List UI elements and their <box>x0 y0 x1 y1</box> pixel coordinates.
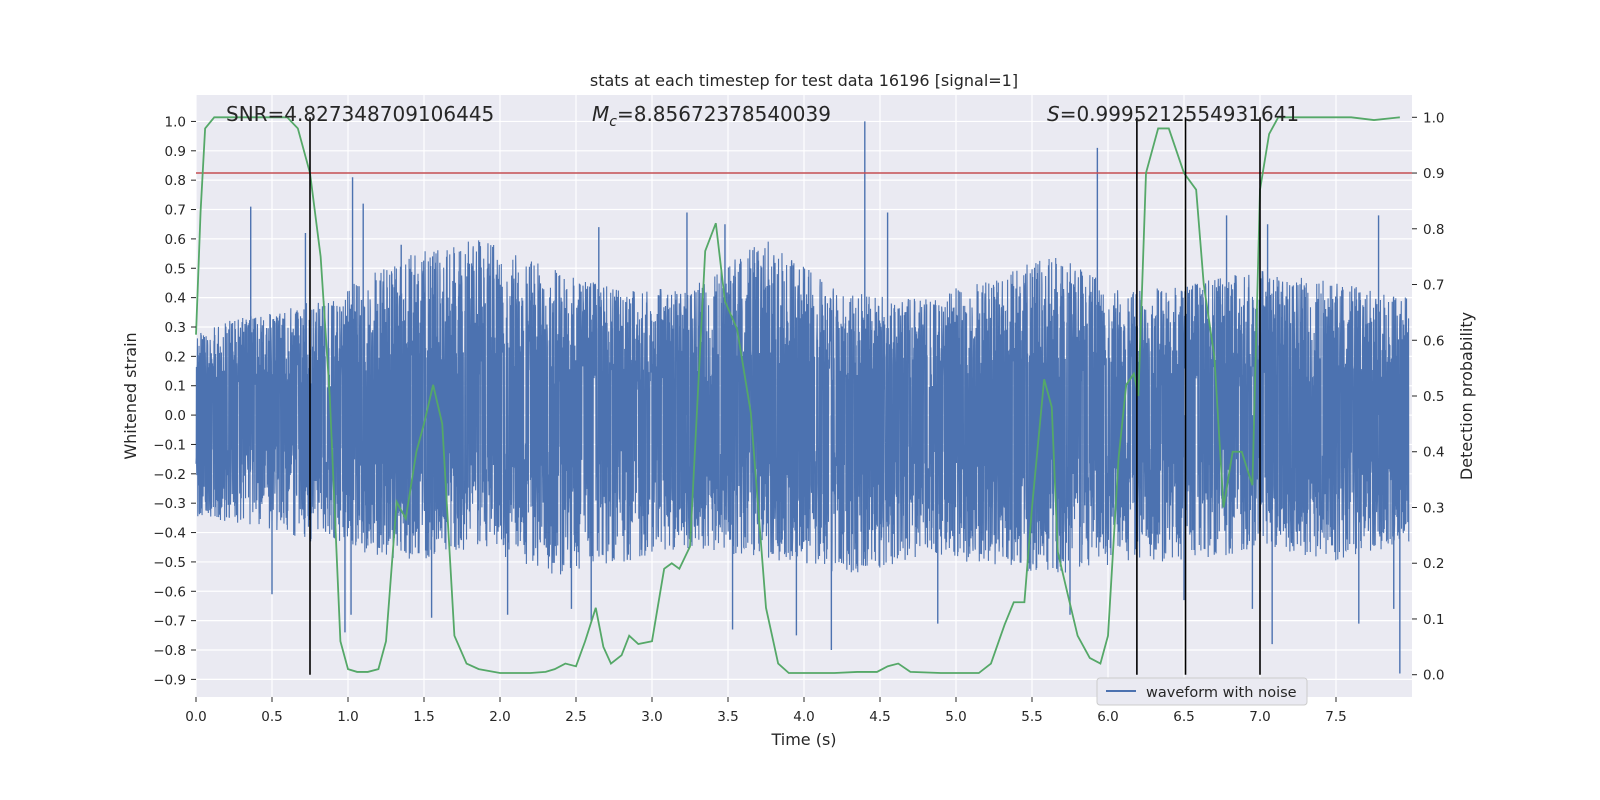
chirp-mass-annotation: Mc=8.85672378540039 <box>592 102 831 130</box>
y-tick-label: −0.3 <box>153 496 186 512</box>
vertical-markers <box>309 117 1261 675</box>
x-tick-label: 0.0 <box>185 709 206 725</box>
x-tick-label: 1.5 <box>413 709 434 725</box>
y-tick-label: −0.8 <box>153 643 186 659</box>
x-tick-label: 3.5 <box>717 709 738 725</box>
y2-tick-label: 1.0 <box>1423 110 1444 126</box>
x-tick-label: 7.0 <box>1249 709 1270 725</box>
x-tick-label: 4.5 <box>869 709 890 725</box>
legend-label-strain: waveform with noise <box>1146 685 1297 701</box>
x-tick-label: 3.0 <box>641 709 662 725</box>
x-tick-label: 2.0 <box>489 709 510 725</box>
x-tick-label: 6.5 <box>1173 709 1194 725</box>
y-tick-label: 0.1 <box>165 379 186 395</box>
legend-box <box>1096 677 1308 706</box>
probability-series <box>195 116 1400 674</box>
y-axis-label: Whitened strain <box>121 332 140 459</box>
x-tick-label: 1.0 <box>337 709 358 725</box>
x-tick-label: 4.0 <box>793 709 814 725</box>
y-tick-label: 0.8 <box>165 173 186 189</box>
strain-series <box>195 121 1410 674</box>
y-tick-label: 0.0 <box>165 408 186 424</box>
chirp-mass-value: =8.85672378540039 <box>617 102 831 126</box>
strain-waveform <box>195 240 1410 575</box>
x-axis-label: Time (s) <box>770 730 836 749</box>
y2-tick-label: 0.1 <box>1423 612 1444 628</box>
y-tick-label: 0.9 <box>165 144 186 160</box>
x-tick-label: 5.0 <box>945 709 966 725</box>
y-tick-label: 0.2 <box>165 349 186 365</box>
y-tick-label: −0.4 <box>153 526 186 542</box>
y2-tick-label: 0.4 <box>1423 445 1444 461</box>
chirp-mass-symbol: M <box>592 102 609 126</box>
y2-axis-ticks: 1.0 0.9 0.8 0.7 0.6 0.5 0.4 0.3 0.2 0.1 0.0 <box>1412 110 1444 684</box>
y2-tick-label: 0.7 <box>1423 278 1444 294</box>
y-tick-label: 0.4 <box>165 291 186 307</box>
score-value: =0.9995212554931641 <box>1060 102 1299 126</box>
y-tick-label: −0.9 <box>153 672 186 688</box>
score-symbol: S <box>1047 102 1060 126</box>
y-tick-label: 0.7 <box>165 203 186 219</box>
x-tick-label: 0.5 <box>261 709 282 725</box>
y-tick-label: 0.5 <box>165 261 186 277</box>
y2-tick-label: 0.2 <box>1423 556 1444 572</box>
y-tick-label: −0.5 <box>153 555 186 571</box>
y-tick-label: −0.6 <box>153 584 186 600</box>
x-tick-label: 5.5 <box>1021 709 1042 725</box>
probability-curve <box>195 116 1400 674</box>
y2-tick-label: 0.8 <box>1423 222 1444 238</box>
y-tick-label: 0.6 <box>165 232 186 248</box>
y2-tick-label: 0.3 <box>1423 500 1444 516</box>
chirp-mass-subscript: c <box>609 114 617 130</box>
score-annotation: S=0.9995212554931641 <box>1047 102 1299 126</box>
y2-tick-label: 0.6 <box>1423 333 1444 349</box>
y-tick-label: −0.1 <box>153 437 186 453</box>
snr-annotation: SNR=4.827348709106445 <box>226 102 494 126</box>
y-tick-label: 0.3 <box>165 320 186 336</box>
x-axis-ticks: 0.0 0.5 1.0 1.5 2.0 2.5 3.0 3.5 4.0 4.5 5.0 5.5 6.0 6… <box>185 697 1347 725</box>
y-tick-label: 1.0 <box>165 114 186 130</box>
y2-tick-label: 0.0 <box>1423 668 1444 684</box>
chart-title: stats at each timestep for test data 161… <box>590 71 1018 90</box>
x-tick-label: 2.5 <box>565 709 586 725</box>
x-tick-label: 7.5 <box>1325 709 1346 725</box>
y-tick-label: −0.2 <box>153 467 186 483</box>
y2-tick-label: 0.9 <box>1423 166 1444 182</box>
y-axis-ticks: 1.0 0.9 0.8 0.7 0.6 0.5 0.4 0.3 0.2 0.1 0.0 −0.1 −0.… <box>153 114 196 688</box>
y2-tick-label: 0.5 <box>1423 389 1444 405</box>
y-tick-label: −0.7 <box>153 614 186 630</box>
legend: waveform with noise <box>1096 677 1308 706</box>
y2-axis-label: Detection probability <box>1457 312 1476 480</box>
x-tick-label: 6.0 <box>1097 709 1118 725</box>
